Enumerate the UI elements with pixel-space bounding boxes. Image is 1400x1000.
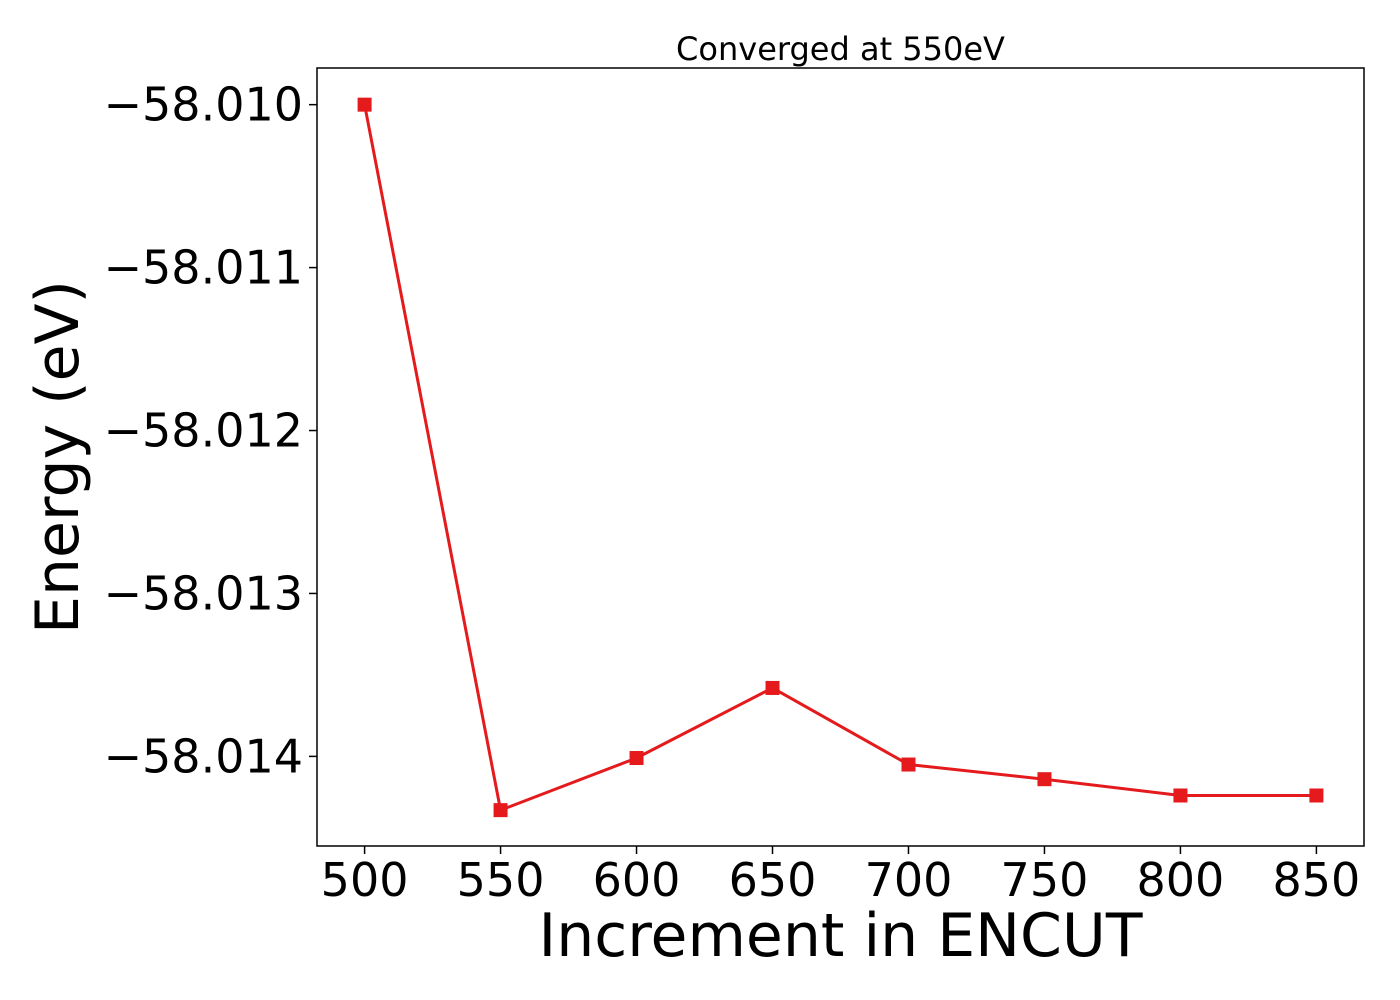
x-tick-label: 550 xyxy=(457,853,545,907)
x-tick-label: 850 xyxy=(1273,853,1361,907)
x-tick-label: 500 xyxy=(321,853,409,907)
data-point-marker xyxy=(357,97,372,112)
data-point-marker xyxy=(1173,788,1188,803)
data-point-marker xyxy=(1309,788,1324,803)
data-point-marker xyxy=(493,803,508,818)
x-tick-label: 750 xyxy=(1001,853,1089,907)
chart-title: Converged at 550eV xyxy=(676,30,1005,68)
y-tick-label: −58.012 xyxy=(104,404,304,458)
y-axis-title: Energy (eV) xyxy=(23,280,93,634)
y-tick-label: −58.014 xyxy=(104,729,304,783)
data-point-marker xyxy=(765,680,780,695)
series-line xyxy=(363,104,1317,812)
data-point-marker xyxy=(901,757,916,772)
data-point-marker xyxy=(629,751,644,766)
data-point-marker xyxy=(1037,772,1052,787)
y-axis: −58.010 −58.011 −58.012 −58.013 −58.014 xyxy=(104,78,317,783)
y-tick-label: −58.013 xyxy=(104,566,304,620)
x-tick-label: 700 xyxy=(865,853,953,907)
y-tick-label: −58.010 xyxy=(104,78,304,132)
plot-area-frame xyxy=(316,67,1365,847)
data-points xyxy=(357,97,1324,818)
x-tick-label: 650 xyxy=(729,853,817,907)
x-tick-label: 800 xyxy=(1137,853,1225,907)
x-axis-title: Increment in ENCUT xyxy=(539,901,1143,971)
x-tick-label: 600 xyxy=(593,853,681,907)
y-tick-label: −58.011 xyxy=(104,241,304,295)
x-axis: 500 550 600 650 700 750 800 850 xyxy=(321,846,1361,907)
